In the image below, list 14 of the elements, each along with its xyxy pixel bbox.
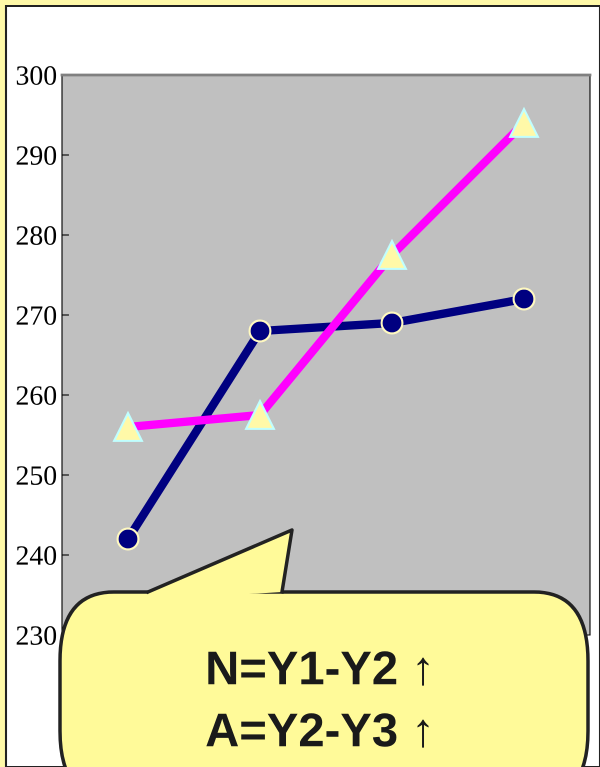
y-tick-label: 260 bbox=[16, 386, 56, 405]
y-tick-label: 290 bbox=[16, 146, 56, 165]
point bbox=[248, 320, 272, 342]
y-tick-label: 280 bbox=[16, 226, 56, 245]
text: A=Y2-Y3 ↑ bbox=[206, 713, 429, 748]
y-tick-label: 300 bbox=[16, 66, 56, 85]
point bbox=[380, 312, 404, 334]
text: N=Y1-Y2 ↑ bbox=[208, 651, 429, 686]
y-tick-label: 250 bbox=[16, 466, 56, 485]
point bbox=[512, 288, 536, 310]
point bbox=[116, 528, 140, 550]
y-tick-label: 240 bbox=[16, 546, 56, 565]
y-tick-label: 230 bbox=[16, 626, 56, 645]
y-tick-label: 270 bbox=[16, 306, 56, 325]
